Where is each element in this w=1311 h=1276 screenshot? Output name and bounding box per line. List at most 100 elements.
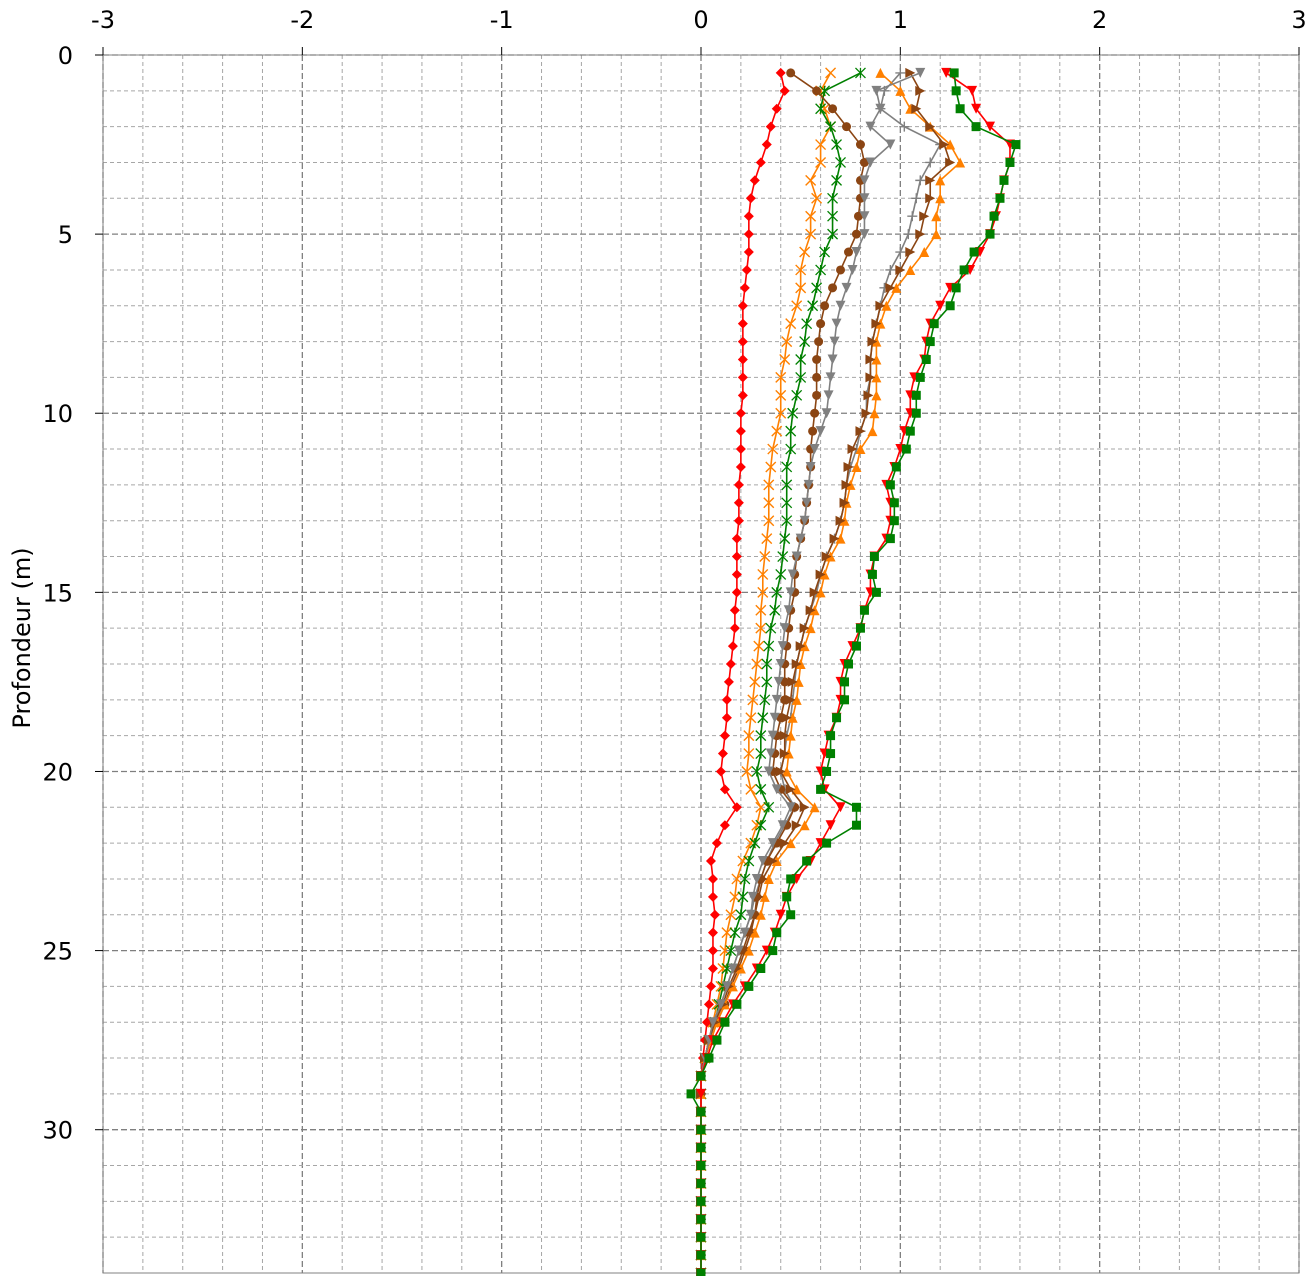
y-tick-label: 30 [42, 1117, 73, 1145]
data-point-marker [905, 264, 916, 275]
data-point-marker [737, 891, 749, 903]
data-point-marker [781, 461, 793, 473]
data-point-marker [763, 479, 775, 491]
data-point-marker [757, 856, 768, 867]
data-point-marker [859, 193, 870, 204]
data-point-marker [871, 354, 882, 365]
data-point-marker [895, 264, 906, 275]
data-point-marker [925, 175, 936, 186]
data-point-marker [729, 927, 741, 939]
data-point-marker [915, 372, 925, 382]
data-point-marker [891, 462, 901, 472]
data-point-marker [801, 318, 813, 330]
data-point-marker [696, 1088, 706, 1099]
data-point-marker [821, 408, 832, 419]
data-point-marker [735, 461, 746, 472]
data-point-marker [805, 228, 817, 240]
data-point-marker [841, 282, 852, 293]
data-point-marker [827, 210, 839, 222]
data-point-marker [785, 425, 797, 437]
data-point-marker [855, 67, 866, 79]
data-point-marker [743, 945, 754, 956]
data-point-marker [743, 855, 755, 867]
x-tick-label: -1 [490, 6, 514, 34]
data-point-marker [855, 140, 865, 150]
y-tick-label: 15 [42, 579, 73, 607]
data-point-marker [809, 444, 820, 455]
data-point-marker [791, 300, 803, 312]
data-point-marker [821, 551, 832, 562]
data-point-marker [791, 551, 802, 562]
data-point-marker [757, 568, 769, 580]
data-point-marker [826, 749, 836, 759]
data-point-marker [989, 211, 999, 221]
data-point-marker [744, 981, 754, 991]
data-point-marker [756, 964, 766, 973]
data-point-marker [828, 104, 838, 114]
data-point-marker [749, 175, 760, 186]
data-point-marker [719, 784, 730, 795]
data-point-marker [696, 1161, 706, 1171]
data-point-marker [971, 103, 982, 114]
data-point-marker [895, 85, 906, 96]
data-point-marker [795, 264, 807, 276]
data-point-marker [749, 837, 761, 849]
data-point-marker [969, 247, 979, 257]
data-point-marker [791, 694, 802, 705]
y-tick-label: 20 [42, 758, 73, 786]
data-point-marker [755, 730, 767, 742]
data-point-marker [707, 963, 718, 974]
data-point-marker [995, 193, 1005, 203]
data-point-marker [919, 247, 930, 258]
data-point-marker [867, 569, 877, 579]
data-point-marker [799, 246, 811, 258]
data-point-marker [929, 319, 939, 329]
data-point-marker [781, 497, 793, 509]
data-point-marker [945, 139, 956, 150]
data-point-marker [831, 318, 842, 329]
data-point-marker [772, 928, 782, 938]
series-line [700, 72, 866, 1273]
data-point-marker [865, 121, 876, 132]
data-point-marker [783, 605, 794, 616]
data-point-marker [777, 820, 788, 831]
data-point-marker [723, 676, 734, 687]
data-point-marker [851, 820, 861, 830]
data-point-marker [844, 247, 854, 257]
data-point-marker [802, 856, 812, 866]
data-point-marker [686, 1089, 696, 1099]
data-point-marker [731, 873, 743, 885]
data-point-marker [931, 211, 942, 222]
data-point-marker [771, 784, 782, 795]
data-point-marker [785, 587, 796, 598]
data-point-marker [739, 282, 750, 293]
data-point-marker [763, 515, 775, 527]
data-point-marker [791, 784, 802, 795]
data-point-marker [717, 748, 728, 759]
data-point-marker [847, 264, 858, 275]
data-point-marker [915, 85, 926, 96]
data-point-marker [735, 408, 746, 419]
data-point-marker [828, 283, 838, 293]
data-point-marker [733, 479, 744, 490]
data-point-marker [889, 498, 899, 508]
data-point-marker [885, 264, 896, 275]
data-point-marker [985, 229, 995, 239]
x-tick-label: 1 [893, 6, 908, 34]
data-point-marker [941, 67, 952, 78]
data-point-marker [779, 85, 790, 96]
data-point-marker [827, 228, 839, 240]
data-point-marker [815, 139, 827, 151]
data-point-marker [749, 676, 761, 688]
data-point-marker [827, 192, 839, 204]
data-point-marker [755, 622, 767, 634]
data-point-marker [767, 856, 778, 867]
data-point-marker [731, 569, 742, 580]
data-point-marker [799, 820, 810, 831]
data-point-marker [825, 820, 836, 831]
data-point-marker [829, 533, 840, 544]
data-point-marker [925, 337, 935, 347]
data-point-marker [809, 802, 820, 813]
data-point-marker [775, 909, 786, 920]
data-point-marker [869, 408, 880, 419]
